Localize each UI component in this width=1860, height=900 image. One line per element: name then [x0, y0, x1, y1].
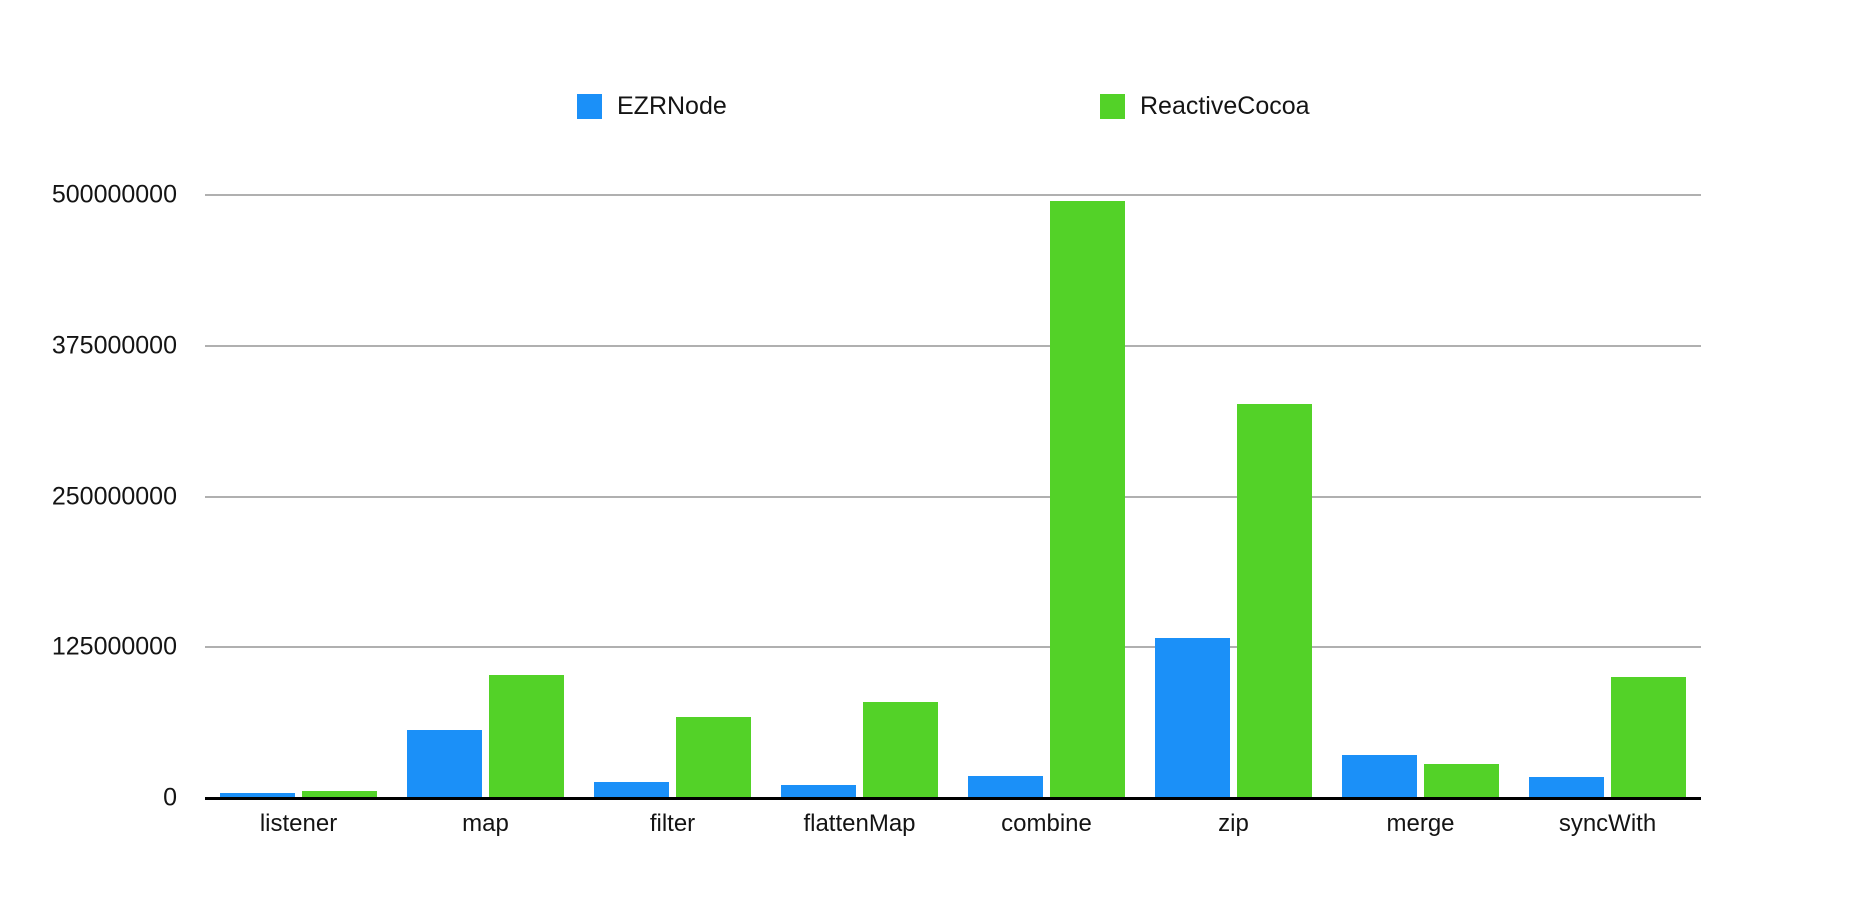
bar-ezrnode-filter: [594, 782, 669, 798]
x-axis-label: syncWith: [1558, 810, 1657, 837]
bar-ezrnode-zip: [1155, 637, 1230, 798]
legend-item-reactivecocoa: ReactiveCocoa: [1100, 92, 1310, 121]
bar-ezrnode-flattenmap: [781, 784, 856, 798]
gridline: [205, 344, 1701, 347]
bar-reactivecocoa-combine: [1050, 201, 1125, 798]
y-axis-tick-label: 500000000: [51, 180, 177, 209]
gridline: [205, 646, 1701, 649]
x-axis-label: zip: [1218, 810, 1249, 837]
y-axis-tick-label: 0: [163, 783, 177, 812]
bar-reactivecocoa-flattenmap: [863, 701, 938, 798]
bar-reactivecocoa-syncwith: [1611, 677, 1686, 798]
bar-reactivecocoa-merge: [1424, 764, 1499, 798]
reactivecocoa-legend-label: ReactiveCocoa: [1140, 92, 1310, 120]
x-axis-label: filter: [649, 810, 696, 837]
x-axis-label: listener: [259, 810, 338, 837]
gridline: [205, 194, 1701, 196]
ezrnode-legend-swatch: [577, 94, 602, 119]
bar-ezrnode-map: [407, 730, 482, 798]
reactivecocoa-legend-swatch: [1100, 94, 1125, 119]
x-axis-label: combine: [1001, 810, 1092, 837]
y-axis-tick-label: 125000000: [51, 632, 177, 661]
bar-ezrnode-listener: [220, 793, 295, 798]
legend-item-ezrnode: EZRNode: [577, 92, 727, 121]
ezrnode-legend-label: EZRNode: [617, 92, 727, 120]
bar-ezrnode-combine: [968, 776, 1043, 798]
bar-reactivecocoa-zip: [1237, 403, 1312, 798]
x-axis-label: flattenMap: [803, 810, 916, 837]
bar-ezrnode-syncwith: [1529, 777, 1604, 798]
bar-reactivecocoa-listener: [302, 790, 377, 798]
x-axis-label: map: [462, 810, 509, 837]
bar-reactivecocoa-map: [489, 674, 564, 798]
y-axis-tick-label: 250000000: [51, 482, 177, 510]
x-axis-label: merge: [1386, 810, 1455, 837]
y-axis-tick-label: 375000000: [51, 331, 177, 360]
bar-reactivecocoa-filter: [676, 717, 751, 798]
bar-ezrnode-merge: [1342, 754, 1417, 798]
x-axis-line: [205, 796, 1701, 800]
gridline: [205, 495, 1701, 498]
